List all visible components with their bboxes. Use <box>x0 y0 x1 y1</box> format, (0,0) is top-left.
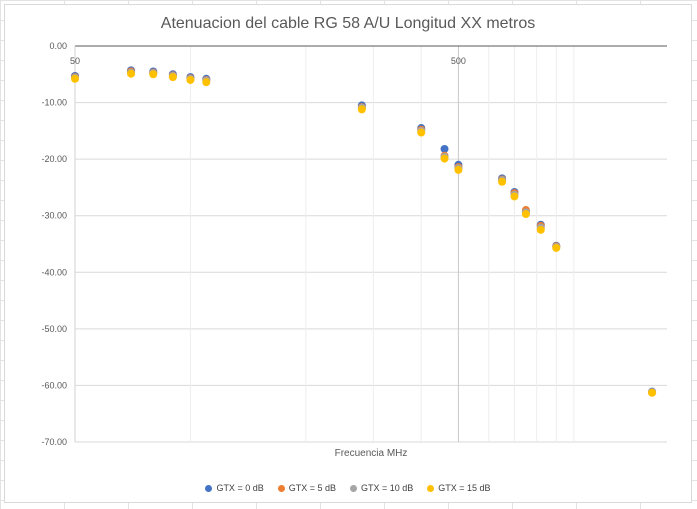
data-point <box>552 243 561 252</box>
data-point <box>510 192 519 201</box>
y-tick-label: -40.00 <box>41 267 67 277</box>
legend-label: GTX = 0 dB <box>216 483 264 493</box>
data-point <box>454 165 463 174</box>
data-point <box>71 74 79 83</box>
chart-title: Atenuacion del cable RG 58 A/U Longitud … <box>160 15 536 32</box>
y-tick-label: -60.00 <box>41 380 67 390</box>
y-tick-label: -50.00 <box>41 324 67 334</box>
legend-item: GTX = 0 dB <box>205 483 264 493</box>
legend-swatch <box>277 484 285 492</box>
data-point <box>648 388 657 397</box>
legend-swatch <box>427 484 435 492</box>
legend-label: GTX = 5 dB <box>288 483 336 493</box>
y-tick-label: -70.00 <box>41 437 67 447</box>
data-point <box>536 225 545 234</box>
x-tick-label: 50 <box>70 56 80 66</box>
legend-swatch <box>205 484 213 492</box>
y-tick-label: -30.00 <box>41 211 67 221</box>
legend-label: GTX = 15 dB <box>438 483 491 493</box>
data-point <box>357 105 366 114</box>
legend-item: GTX = 10 dB <box>350 483 413 493</box>
data-point <box>498 177 507 186</box>
data-point <box>149 70 158 79</box>
data-point <box>417 128 426 137</box>
legend-item: GTX = 15 dB <box>427 483 491 493</box>
data-point <box>202 78 211 87</box>
data-point <box>521 210 530 219</box>
data-point <box>168 73 177 82</box>
data-point <box>127 69 136 78</box>
data-point <box>440 144 449 153</box>
x-tick-label: 500 <box>451 56 466 66</box>
legend-label: GTX = 10 dB <box>361 483 414 493</box>
y-tick-label: -10.00 <box>41 98 67 108</box>
legend-item: GTX = 5 dB <box>277 483 336 493</box>
chart-legend: GTX = 0 dB GTX = 5 dB GTX = 10 dB GTX = 15 … <box>5 483 691 493</box>
data-point <box>440 154 449 163</box>
y-tick-label: -20.00 <box>41 154 67 164</box>
legend-swatch <box>350 484 357 492</box>
chart-area[interactable]: Atenuacion del cable RG 58 A/U Longitud … <box>4 4 692 503</box>
x-axis-title: Frecuencia MHz <box>335 448 408 459</box>
data-point <box>186 75 195 84</box>
y-tick-label: 0.00 <box>49 41 67 51</box>
